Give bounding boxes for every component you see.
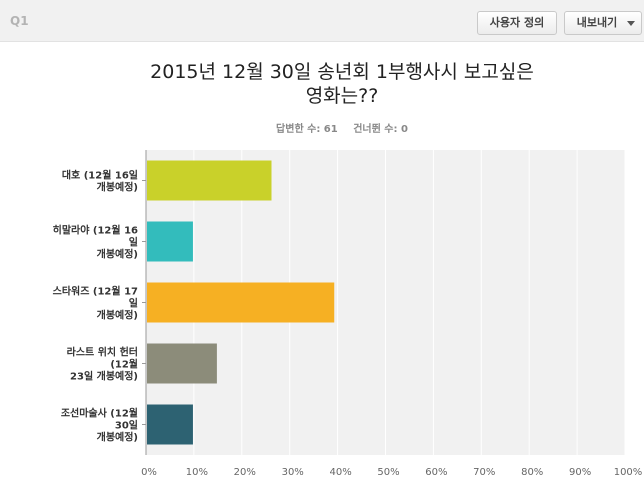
- x-tick-label: 90%: [569, 467, 591, 478]
- chart-title-line-2: 영화는??: [305, 85, 379, 107]
- category-label-line: 개봉예정): [97, 248, 138, 261]
- category-label-line: 조선마술사 (12월: [61, 407, 138, 420]
- category-label: 대호 (12월 16일 개봉예정): [62, 169, 138, 194]
- category-label-line: (12월: [110, 359, 138, 371]
- customize-button[interactable]: 사용자 정의: [477, 11, 557, 35]
- category-label: 라스트 위치 헌터 (12월 23일 개봉예정): [67, 346, 138, 383]
- chart-title: 2015년 12월 30일 송년회 1부행사시 보고싶은 영화는??: [90, 60, 594, 108]
- chevron-down-icon: [627, 21, 635, 26]
- category-label: 조선마술사 (12월 30일 개봉예정): [61, 407, 138, 444]
- skipped-count: 건너뛴 수: 0: [353, 124, 408, 135]
- export-button-label: 내보내기: [576, 16, 618, 29]
- bar: [147, 282, 335, 323]
- x-tick-label: 30%: [282, 467, 304, 478]
- bar: [147, 343, 217, 384]
- category-label: 히말라야 (12월 16 일 개봉예정): [53, 224, 138, 261]
- category-label-line: 개봉예정): [97, 309, 138, 322]
- category-label-line: 스타워즈 (12월 17: [53, 285, 138, 298]
- bar: [147, 221, 193, 262]
- category-label-line: 히말라야 (12월 16: [53, 224, 138, 237]
- response-stats: 답변한 수: 61 건너뛴 수: 0: [90, 120, 594, 135]
- x-tick-label: 60%: [425, 467, 447, 478]
- chart-title-line-1: 2015년 12월 30일 송년회 1부행사시 보고싶은: [150, 61, 534, 83]
- x-tick-label: 100%: [614, 467, 643, 478]
- export-button[interactable]: 내보내기: [564, 11, 642, 35]
- category-label-line: 30일: [115, 419, 138, 432]
- category-label-line: 개봉예정): [97, 431, 138, 444]
- category-label: 스타워즈 (12월 17 일 개봉예정): [53, 285, 138, 322]
- x-tick-label: 70%: [473, 467, 495, 478]
- question-toolbar: Q1 사용자 정의 내보내기: [0, 0, 644, 42]
- bar: [147, 160, 272, 201]
- answered-count: 답변한 수: 61: [276, 124, 338, 135]
- x-tick-label: 20%: [234, 467, 256, 478]
- category-label-line: 23일 개봉예정): [70, 370, 138, 383]
- x-tick-label: 50%: [377, 467, 399, 478]
- question-id: Q1: [10, 14, 29, 28]
- x-tick-label: 80%: [521, 467, 543, 478]
- customize-button-label: 사용자 정의: [489, 16, 545, 29]
- category-label-line: 일: [129, 297, 138, 310]
- x-tick-label: 10%: [186, 467, 208, 478]
- category-label-line: 라스트 위치 헌터: [67, 346, 138, 359]
- x-tick-label: 40%: [329, 467, 351, 478]
- category-label-line: 개봉예정): [97, 181, 138, 194]
- category-label-line: 대호 (12월 16일: [62, 169, 138, 182]
- bar: [147, 404, 193, 445]
- x-tick-label: 0%: [141, 467, 157, 478]
- category-label-line: 일: [129, 236, 138, 249]
